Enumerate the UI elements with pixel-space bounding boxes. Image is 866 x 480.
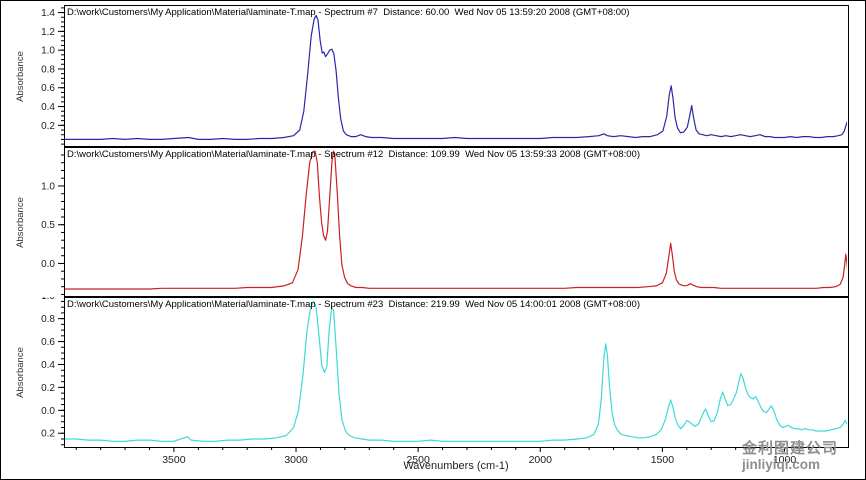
svg-text:0.4: 0.4 xyxy=(41,360,55,371)
svg-text:0.0: 0.0 xyxy=(41,259,55,270)
watermark: 金利图建公司 jinliyiqi.com xyxy=(742,440,839,472)
spectrum-plot-1[interactable]: 1.4 1.2 1.0 0.8 0.6 0.4 0.2 xyxy=(41,5,851,147)
spectrum-title-2: D:\work\Customers\My Application\Materia… xyxy=(67,149,640,160)
svg-text:0.8: 0.8 xyxy=(41,314,55,325)
svg-text:0.5: 0.5 xyxy=(41,220,55,231)
spectrum-plot-3[interactable]: 1.0 0.8 0.6 0.4 0.2 -0.0 -0.2 xyxy=(41,297,851,448)
y-axis-label-panel-1: Absorbance xyxy=(11,5,29,147)
svg-text:-0.2: -0.2 xyxy=(41,429,55,440)
svg-text:1.4: 1.4 xyxy=(41,8,55,19)
svg-text:0.6: 0.6 xyxy=(41,337,55,348)
svg-text:2000: 2000 xyxy=(529,454,553,466)
absorbance-label: Absorbance xyxy=(14,50,26,102)
spectrum-plot-2[interactable]: 1.0 0.5 0.0 xyxy=(41,147,851,297)
svg-text:0.2: 0.2 xyxy=(41,383,55,394)
spectrum-title-3: D:\work\Customers\My Application\Materia… xyxy=(67,299,640,310)
svg-text:1.0: 1.0 xyxy=(41,297,55,302)
svg-text:0.6: 0.6 xyxy=(41,83,55,94)
absorbance-label: Absorbance xyxy=(14,196,26,248)
x-axis-title: Wavenumbers (cm-1) xyxy=(403,460,509,472)
svg-text:2500: 2500 xyxy=(406,454,430,466)
svg-text:-0.0: -0.0 xyxy=(41,406,55,417)
svg-text:3500: 3500 xyxy=(162,454,186,466)
watermark-domain: jinliyiqi.com xyxy=(742,456,821,472)
spectrum-title-1: D:\work\Customers\My Application\Materia… xyxy=(67,7,630,18)
svg-text:0.4: 0.4 xyxy=(41,102,55,113)
svg-text:0.2: 0.2 xyxy=(41,121,55,132)
x-axis: 3500 3000 2500 2000 1500 1000 xyxy=(41,447,851,479)
y-axis-label-panel-2: Absorbance xyxy=(11,147,29,297)
svg-text:3000: 3000 xyxy=(284,454,308,466)
svg-text:1000: 1000 xyxy=(773,454,797,466)
svg-text:1.2: 1.2 xyxy=(41,27,55,38)
svg-text:1500: 1500 xyxy=(651,454,675,466)
svg-text:1.0: 1.0 xyxy=(41,46,55,57)
absorbance-label: Absorbance xyxy=(14,347,26,398)
watermark-company: 金利图建公司 xyxy=(742,440,839,457)
y-axis-label-panel-3: Absorbance xyxy=(11,297,29,448)
svg-text:1.0: 1.0 xyxy=(41,181,55,192)
svg-text:0.8: 0.8 xyxy=(41,64,55,75)
